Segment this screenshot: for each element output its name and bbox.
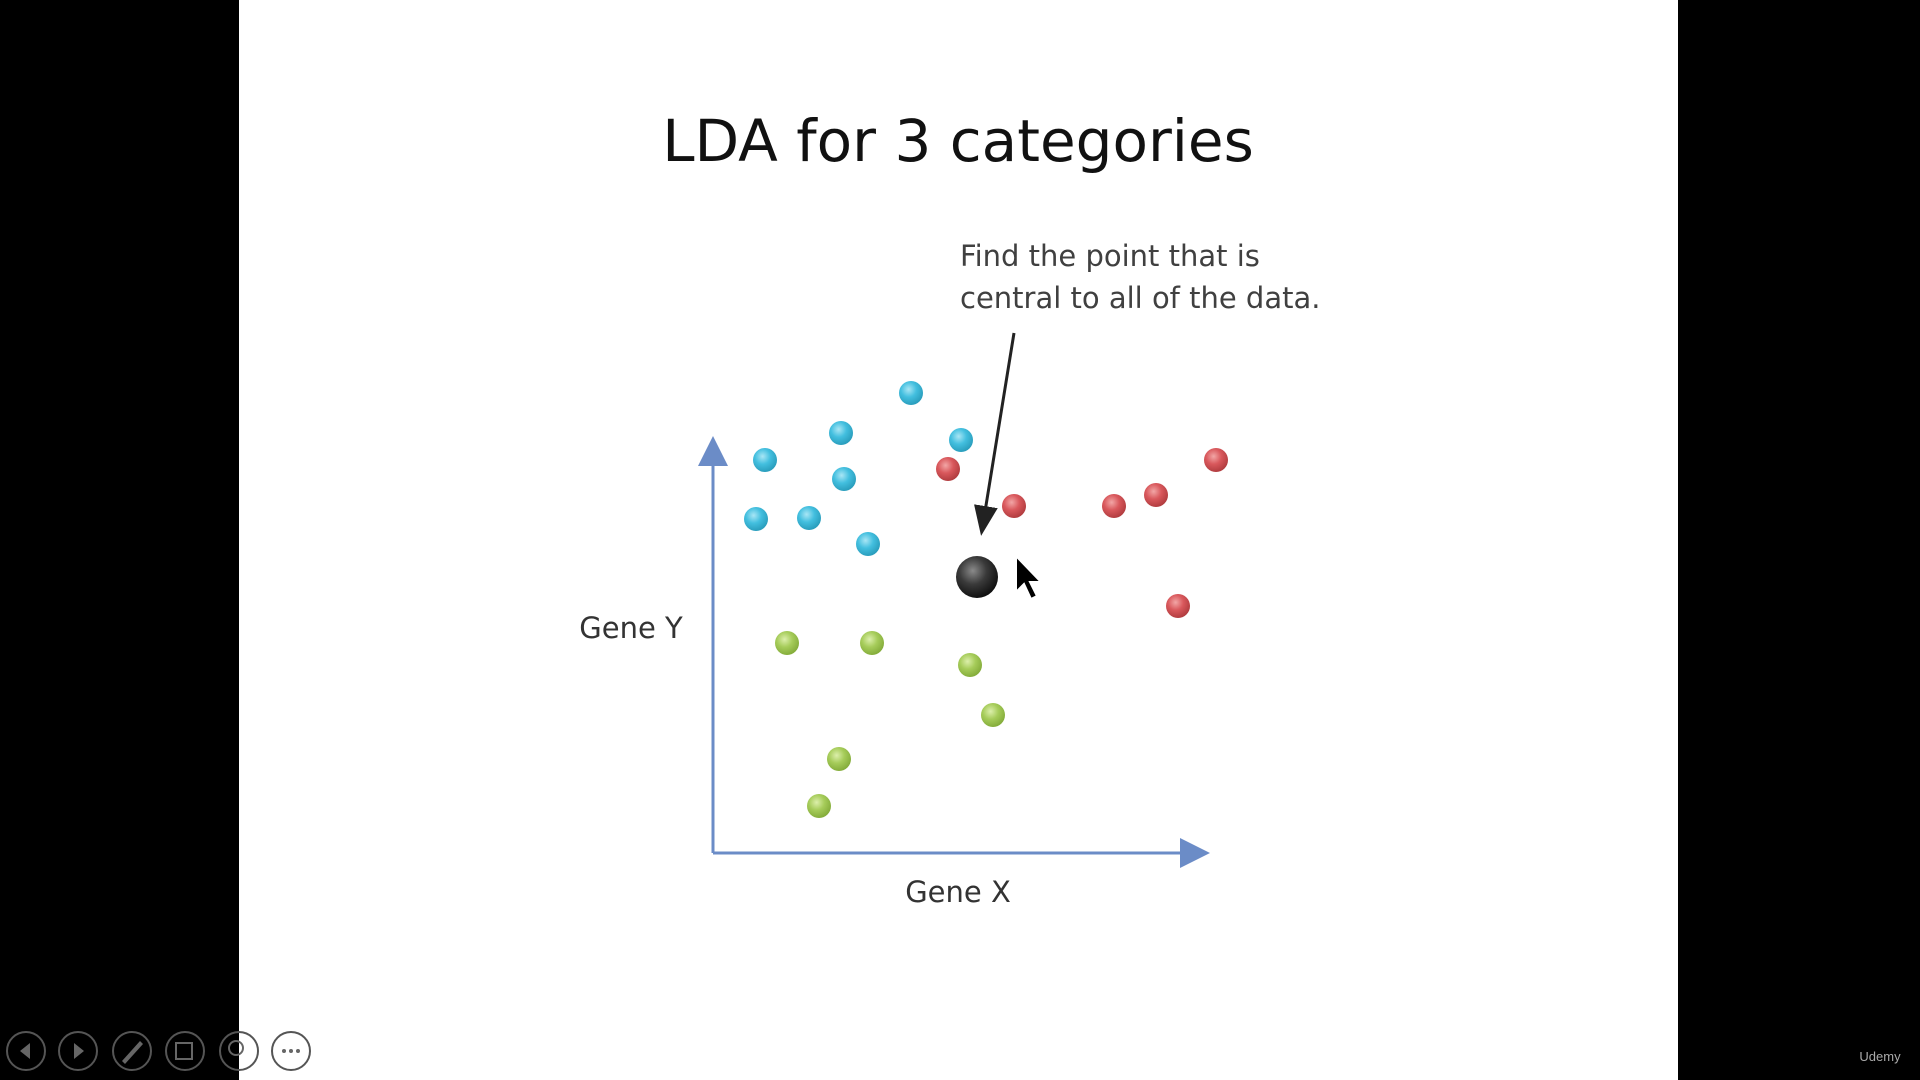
point xyxy=(949,428,973,452)
slide-title: LDA for 3 categories xyxy=(662,107,1254,175)
point xyxy=(775,631,799,655)
point xyxy=(827,747,851,771)
point xyxy=(958,653,982,677)
point xyxy=(753,448,777,472)
mouse-cursor xyxy=(1015,553,1044,601)
slide xyxy=(239,0,1678,1080)
x-axis-label: Gene X xyxy=(905,875,1011,909)
control-icons xyxy=(20,1040,300,1064)
pen-button[interactable] xyxy=(112,1031,152,1071)
point xyxy=(832,467,856,491)
previous-button[interactable] xyxy=(6,1031,46,1071)
point xyxy=(1144,483,1168,507)
point xyxy=(936,457,960,481)
zoom-button[interactable] xyxy=(219,1031,259,1071)
annotation-arrow xyxy=(974,332,1016,536)
point xyxy=(797,506,821,530)
point xyxy=(1166,594,1190,618)
point xyxy=(899,381,923,405)
more-button[interactable] xyxy=(271,1031,311,1071)
brand-logo: Udemy xyxy=(1859,1049,1901,1064)
point xyxy=(981,703,1005,727)
blue-points xyxy=(744,381,973,556)
point xyxy=(860,631,884,655)
point xyxy=(856,532,880,556)
annotation-line: Find the point that is xyxy=(960,239,1260,273)
point xyxy=(829,421,853,445)
point xyxy=(744,507,768,531)
y-axis-label: Gene Y xyxy=(579,611,683,645)
next-button[interactable] xyxy=(58,1031,98,1071)
point xyxy=(1102,494,1126,518)
point xyxy=(807,794,831,818)
point xyxy=(1204,448,1228,472)
slides-button[interactable] xyxy=(165,1031,205,1071)
presenter-controls xyxy=(6,1031,311,1071)
central-point xyxy=(956,556,998,598)
red-points xyxy=(936,448,1228,618)
point xyxy=(1002,494,1026,518)
annotation-line: central to all of the data. xyxy=(960,281,1320,315)
green-points xyxy=(775,631,1005,818)
